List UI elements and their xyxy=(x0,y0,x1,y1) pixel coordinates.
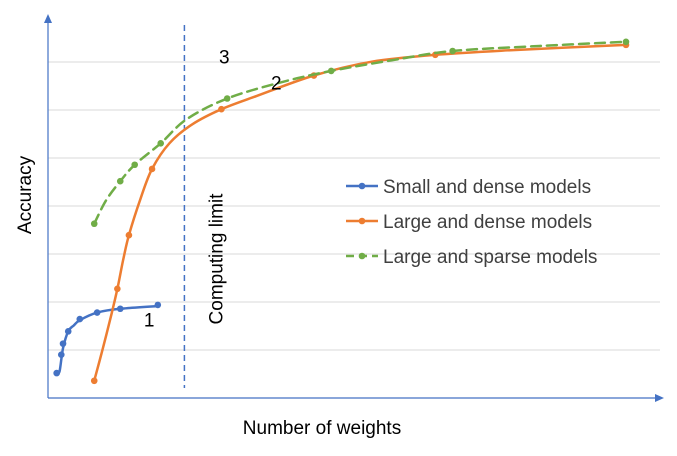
data-point xyxy=(223,95,231,102)
legend-marker xyxy=(358,182,366,190)
legend-item-large-and-dense-models: Large and dense models xyxy=(346,212,592,233)
legend-label: Large and dense models xyxy=(383,212,592,233)
data-point xyxy=(125,231,133,239)
labels: Number of weights Accuracy 1 2 3 xyxy=(15,48,401,439)
y-axis-label: Accuracy xyxy=(15,155,36,234)
data-point xyxy=(114,285,121,293)
data-point xyxy=(90,220,98,228)
data-point xyxy=(57,351,65,359)
data-point xyxy=(76,315,84,323)
legend-marker xyxy=(358,217,366,225)
series-large-and-sparse-models xyxy=(90,38,630,228)
axes xyxy=(44,14,664,402)
legend-marker xyxy=(358,252,366,260)
legend-label: Small and dense models xyxy=(383,177,591,198)
legend-item-small-and-dense-models: Small and dense models xyxy=(346,177,591,198)
data-point xyxy=(154,301,162,309)
series xyxy=(53,38,630,385)
data-point xyxy=(131,161,138,169)
data-point xyxy=(622,38,630,46)
legend: Small and dense models Large and dense mo… xyxy=(346,177,597,268)
data-point xyxy=(218,105,225,113)
data-point xyxy=(53,369,60,377)
x-axis-label: Number of weights xyxy=(243,418,401,439)
data-point xyxy=(449,47,456,55)
data-point xyxy=(116,305,124,313)
annotation-1: 1 xyxy=(144,310,155,331)
grid xyxy=(48,61,660,351)
data-point xyxy=(93,309,101,316)
data-point xyxy=(327,67,335,75)
reference-lines: Computing limit xyxy=(183,25,227,388)
legend-label: Large and sparse models xyxy=(383,247,597,268)
series-line xyxy=(92,43,628,383)
data-point xyxy=(157,140,165,147)
computing-limit-label: Computing limit xyxy=(206,193,227,325)
series-line xyxy=(55,304,160,375)
data-point xyxy=(148,165,156,173)
annotation-2: 2 xyxy=(271,74,282,95)
annotation-3: 3 xyxy=(219,48,230,69)
data-point xyxy=(64,328,72,335)
data-point xyxy=(59,340,67,347)
legend-item-large-and-sparse-models: Large and sparse models xyxy=(346,247,597,268)
data-point xyxy=(90,377,98,385)
data-point xyxy=(116,177,124,185)
